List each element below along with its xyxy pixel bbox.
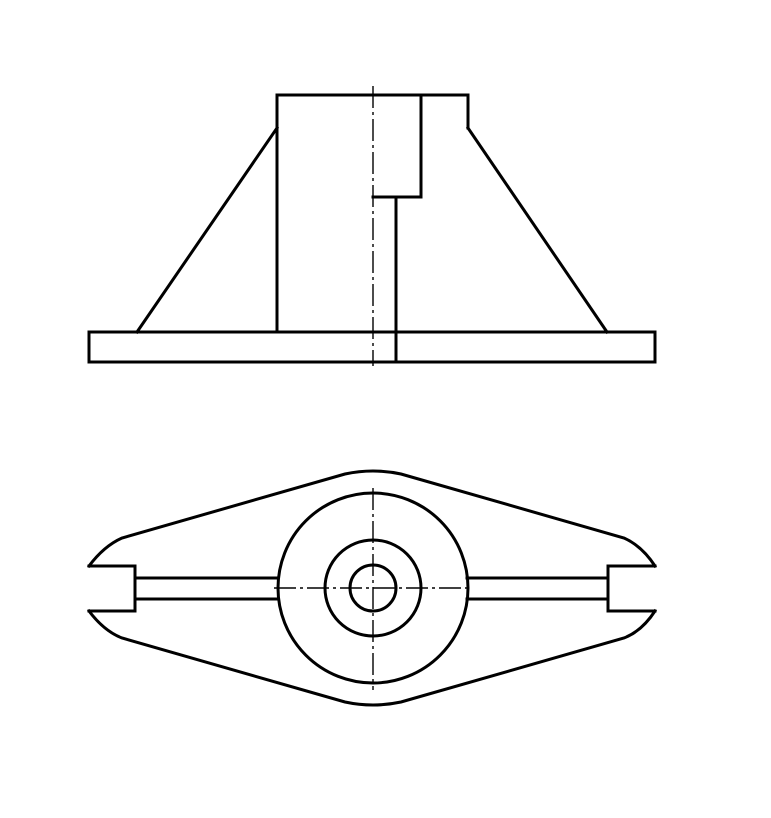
base-outline-lower [86, 608, 658, 707]
right-slot [606, 564, 657, 613]
top-view [86, 469, 658, 707]
front-view [87, 86, 657, 366]
right-rib-edge [465, 125, 610, 335]
base-outline-upper [86, 469, 658, 569]
left-rib-edge [134, 125, 280, 335]
base-plate [87, 330, 657, 364]
left-slot [87, 564, 137, 613]
counterbore-section [371, 93, 423, 199]
